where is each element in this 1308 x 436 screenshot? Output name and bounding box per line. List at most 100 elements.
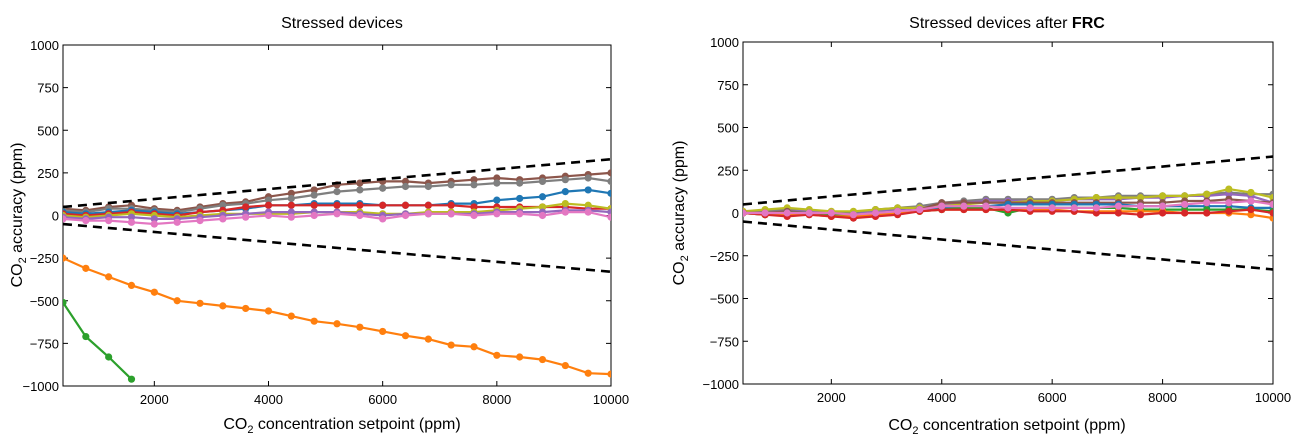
data-point [264,201,273,209]
data-point [264,211,273,220]
data-point [150,215,158,223]
data-point [1004,204,1012,212]
data-point [470,211,478,220]
data-point [561,199,569,208]
data-point [310,211,318,220]
data-point [470,343,478,351]
data-point [516,210,524,218]
x-axis-label: CO2 concentration setpoint (ppm) [888,417,1125,436]
y-tick-label: 1000 [30,38,59,53]
plot-area: 1000 750 500 250 0 −250 −500 −750 −1000 2000 4000 6… [702,35,1291,405]
data-point [1092,209,1100,217]
y-tick-label: −1000 [22,379,59,394]
x-tick-label: 8000 [482,392,511,407]
y-axis-label-pre: CO [9,263,26,287]
data-point [938,202,946,210]
data-point [827,209,835,217]
left-panel: Stressed devices 1000 750 500 250 0 −250 −500 −… [9,15,629,436]
data-point [287,201,295,209]
data-point [1158,209,1167,217]
plot-series-group [743,155,1273,271]
data-point [1247,205,1255,214]
data-point [150,288,158,296]
data-point [1203,209,1211,217]
x-axis-label-post: concentration setpoint (ppm) [253,416,460,433]
data-point [607,169,611,177]
data-point [805,209,813,217]
x-tick-label: 6000 [368,392,397,407]
data-point [761,209,769,217]
data-point [561,176,569,184]
data-point [1269,209,1273,217]
data-point [516,179,524,187]
data-point [607,177,611,185]
plot-area: 1000 750 500 250 0 −250 −500 −750 −1000 2000 4000 6… [22,38,629,407]
data-point [401,201,410,209]
data-point [82,217,90,225]
y-tick-label: 1000 [710,35,739,50]
data-point [849,211,858,219]
data-point [379,327,387,336]
data-point [356,201,364,209]
data-point [871,209,880,217]
data-point [287,312,295,320]
y-axis-label-post: accuracy (ppm) [9,143,26,258]
data-point [447,341,455,349]
data-point [379,215,387,223]
data-point [607,213,611,221]
data-point [424,182,432,191]
chart-title-bold: FRC [1072,15,1105,32]
data-point [893,207,902,215]
chart-title: Stressed devices [281,15,403,32]
x-tick-label: 2000 [140,392,169,407]
x-tick-label: 2000 [817,390,846,405]
data-point [1070,204,1078,212]
data-point [1181,209,1189,217]
data-point [105,217,113,225]
x-axis-label-sub: 2 [912,425,918,436]
y-tick-label: −500 [30,294,59,309]
data-point [127,281,136,290]
x-tick-label: 4000 [927,390,956,405]
data-point [401,211,410,220]
data-point [196,217,204,225]
data-point [584,208,592,216]
data-point [82,264,90,272]
data-point [63,298,67,307]
data-point [447,201,455,209]
data-point [105,273,113,281]
data-point [333,188,341,196]
series-line [63,301,133,380]
data-point [287,208,295,216]
data-point [287,194,295,203]
data-point [538,203,547,211]
x-axis-label-sub: 2 [247,424,253,436]
y-tick-label: 0 [732,206,739,221]
data-point [1158,202,1167,210]
y-tick-label: 750 [717,78,739,93]
chart-title-text: Stressed devices after [909,15,1072,32]
data-point [310,201,318,209]
data-point [470,203,478,211]
x-axis-label-post: concentration setpoint (ppm) [918,417,1125,434]
data-point [607,370,611,378]
plot-series-group [63,157,611,383]
data-point [561,208,569,216]
data-point [493,210,501,218]
data-point [916,205,924,214]
data-point [1136,202,1145,210]
data-point [493,174,501,182]
data-point [356,323,364,331]
data-point [538,193,547,201]
data-point [470,176,478,184]
data-point [310,317,318,325]
data-point [783,209,791,217]
data-point [424,210,432,218]
data-point [1092,204,1100,212]
x-axis-label-pre: CO [888,417,912,434]
y-tick-label: −500 [710,292,739,307]
data-point [219,201,227,209]
tolerance-line [63,157,611,209]
data-point [1158,192,1167,200]
chart-title: Stressed devices after FRC [909,15,1105,32]
